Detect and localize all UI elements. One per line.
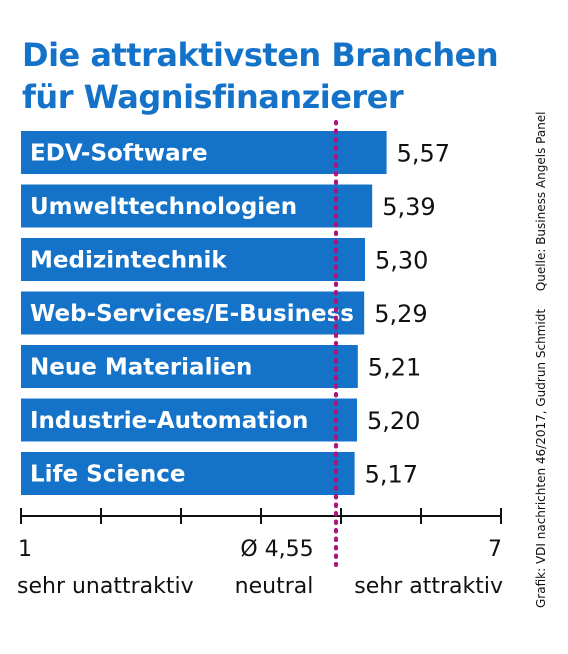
bar-label: Industrie-Automation: [30, 408, 308, 434]
data-label: 5,39: [382, 193, 435, 221]
bar-label: Life Science: [30, 462, 185, 488]
bar: [21, 184, 373, 228]
scale-label-high: sehr attraktiv: [354, 574, 503, 599]
credits: Grafik: VDI nachrichten 46/2017, Gudrun …: [534, 97, 548, 608]
bar: [21, 291, 365, 335]
bar-label: Web-Services/E-Business: [30, 301, 354, 327]
chart-title-line-2: für Wagnisfinanzierer: [22, 78, 404, 116]
bar-label: Umwelttechnologien: [30, 194, 297, 220]
bars-group: EDV-Software 5,57 Umwelttechnologien 5,39 Me…: [21, 131, 450, 495]
bar: [21, 452, 355, 495]
scale-label-low: sehr unattraktiv: [17, 574, 194, 599]
data-label: 5,21: [368, 354, 421, 382]
x-tick-label: 7: [488, 537, 502, 562]
bar: [21, 345, 358, 388]
bar-label: Medizintechnik: [30, 248, 227, 274]
scale-label-mid: neutral: [235, 574, 314, 599]
data-label: 5,17: [365, 461, 418, 489]
bar: [21, 131, 387, 174]
bar-label: EDV-Software: [30, 141, 208, 167]
bar: [21, 238, 365, 281]
data-label: 5,30: [375, 247, 428, 275]
bar: [21, 398, 357, 442]
x-axis: 1 Ø 4,55 7 sehr unattraktiv neutral sehr attr…: [17, 508, 503, 599]
credits-graphic: Grafik: VDI nachrichten 46/2017, Gudrun …: [534, 308, 548, 608]
data-label: 5,29: [374, 300, 427, 328]
data-label: 5,20: [367, 407, 420, 435]
chart-title: Die attraktivsten Branchen für Wagnisfin…: [22, 34, 499, 118]
bar-label: Neue Materialien: [30, 355, 252, 381]
data-label: 5,57: [397, 140, 450, 168]
credits-source: Quelle: Business Angels Panel: [534, 111, 548, 292]
x-tick-label: 1: [18, 537, 32, 562]
x-tick-label: Ø 4,55: [240, 537, 313, 562]
chart-title-line-1: Die attraktivsten Branchen: [22, 36, 499, 74]
